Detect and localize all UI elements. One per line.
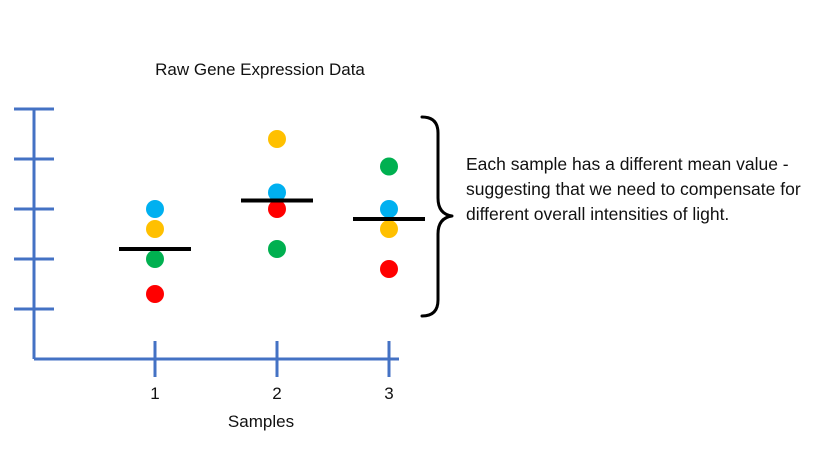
data-point: [146, 285, 164, 303]
data-point: [380, 200, 398, 218]
data-marks: [146, 130, 398, 303]
annotation-bracket: [420, 115, 454, 318]
data-point: [380, 157, 398, 176]
x-tick-label: 1: [150, 384, 159, 403]
data-point: [380, 260, 398, 278]
data-point: [380, 220, 398, 238]
data-point: [268, 200, 286, 218]
x-axis-label: Samples: [228, 412, 294, 431]
data-point: [268, 240, 286, 258]
x-tick-label: 2: [272, 384, 281, 403]
annotation-text: Each sample has a different mean value -…: [466, 154, 801, 224]
axes: 1 2 3: [14, 107, 399, 403]
data-point: [146, 200, 164, 218]
x-tick-label: 3: [384, 384, 393, 403]
data-point: [268, 130, 286, 148]
chart-title: Raw Gene Expression Data: [155, 60, 365, 79]
data-point: [146, 250, 164, 268]
data-point: [268, 183, 286, 202]
mean-lines: [119, 198, 425, 251]
data-point: [146, 220, 164, 238]
